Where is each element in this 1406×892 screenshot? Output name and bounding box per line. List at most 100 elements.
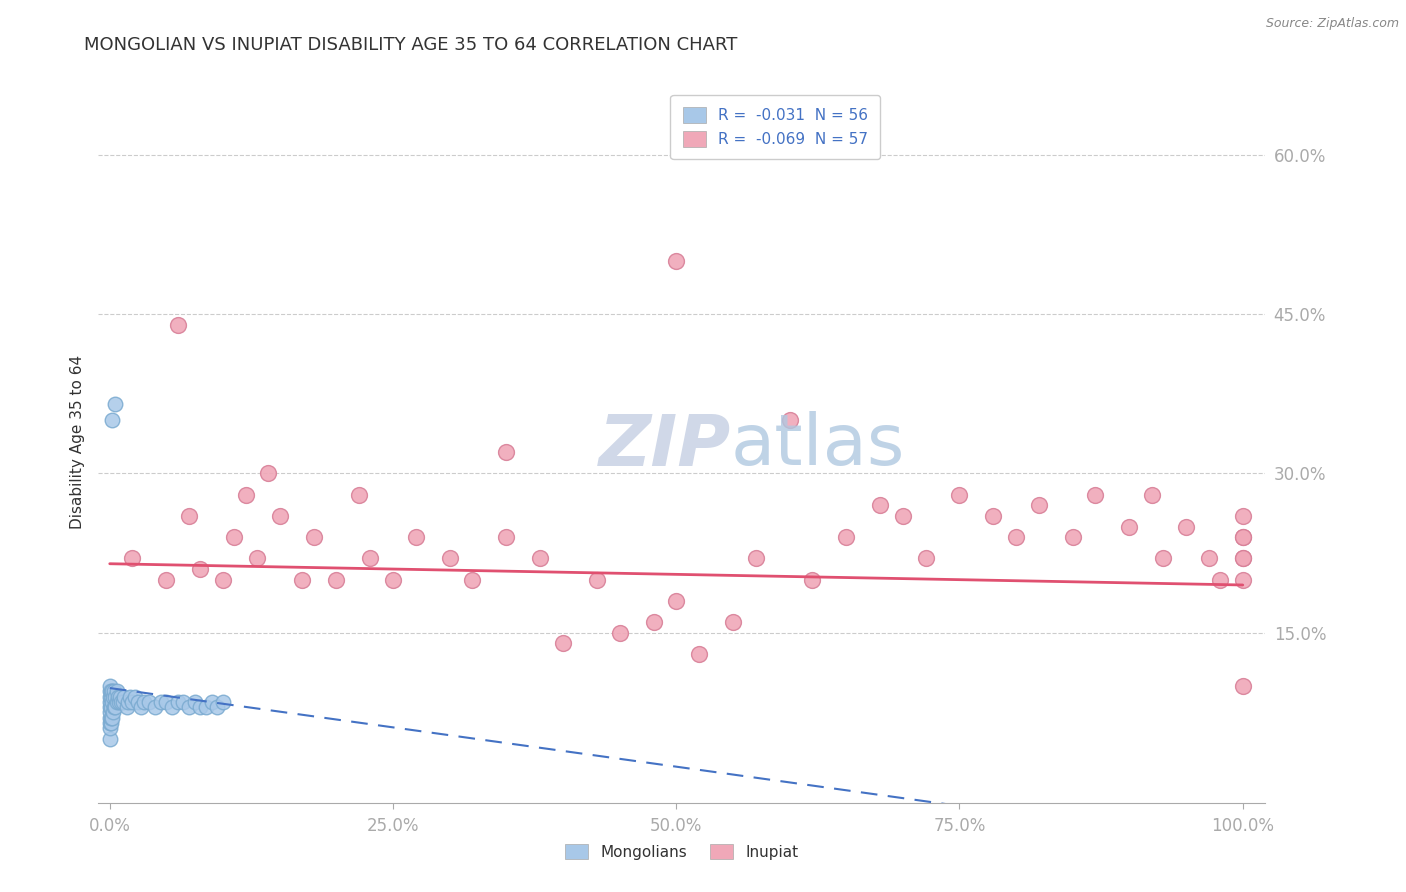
Point: [114, 690, 136, 704]
Point: [914, 551, 936, 566]
Point: [195, 700, 218, 714]
Point: [495, 445, 517, 459]
Point: [166, 318, 188, 332]
Point: [1232, 551, 1254, 566]
Point: [98, 732, 121, 747]
Point: [101, 706, 124, 720]
Point: [143, 700, 166, 714]
Point: [212, 573, 235, 587]
Point: [100, 690, 122, 704]
Point: [100, 711, 122, 725]
Point: [779, 413, 801, 427]
Point: [461, 573, 484, 587]
Text: ZIP: ZIP: [599, 411, 731, 481]
Point: [1232, 508, 1254, 523]
Point: [121, 695, 143, 709]
Y-axis label: Disability Age 35 to 64: Disability Age 35 to 64: [69, 354, 84, 529]
Point: [100, 684, 122, 698]
Point: [1118, 519, 1140, 533]
Point: [721, 615, 744, 630]
Point: [439, 551, 461, 566]
Point: [257, 467, 280, 481]
Point: [269, 508, 291, 523]
Point: [103, 700, 125, 714]
Point: [688, 647, 710, 661]
Point: [190, 562, 212, 576]
Point: [1232, 551, 1254, 566]
Point: [121, 551, 143, 566]
Point: [302, 530, 325, 544]
Point: [529, 551, 551, 566]
Point: [1209, 573, 1232, 587]
Point: [551, 636, 574, 650]
Point: [172, 695, 194, 709]
Point: [190, 700, 212, 714]
Point: [1005, 530, 1028, 544]
Point: [138, 695, 160, 709]
Point: [291, 573, 314, 587]
Point: [104, 690, 127, 704]
Point: [207, 700, 229, 714]
Point: [177, 508, 200, 523]
Point: [201, 695, 224, 709]
Point: [643, 615, 665, 630]
Point: [1232, 573, 1254, 587]
Point: [325, 573, 347, 587]
Point: [115, 700, 138, 714]
Point: [117, 695, 139, 709]
Point: [112, 695, 135, 709]
Point: [869, 498, 891, 512]
Point: [101, 684, 124, 698]
Point: [665, 254, 688, 268]
Point: [212, 695, 235, 709]
Text: Source: ZipAtlas.com: Source: ZipAtlas.com: [1265, 17, 1399, 29]
Point: [835, 530, 858, 544]
Point: [177, 700, 200, 714]
Point: [98, 679, 121, 693]
Point: [131, 700, 153, 714]
Point: [101, 690, 124, 704]
Point: [983, 508, 1005, 523]
Point: [1175, 519, 1198, 533]
Point: [1232, 530, 1254, 544]
Point: [1232, 530, 1254, 544]
Point: [155, 573, 177, 587]
Point: [100, 700, 122, 714]
Point: [166, 695, 188, 709]
Point: [132, 695, 155, 709]
Point: [1062, 530, 1084, 544]
Point: [127, 695, 149, 709]
Point: [609, 625, 631, 640]
Point: [224, 530, 246, 544]
Point: [1152, 551, 1174, 566]
Point: [105, 684, 128, 698]
Point: [801, 573, 824, 587]
Point: [98, 695, 121, 709]
Point: [359, 551, 381, 566]
Point: [98, 722, 121, 736]
Point: [948, 488, 970, 502]
Point: [103, 684, 125, 698]
Point: [382, 573, 405, 587]
Point: [108, 695, 131, 709]
Point: [104, 700, 127, 714]
Point: [149, 695, 172, 709]
Point: [586, 573, 609, 587]
Point: [744, 551, 766, 566]
Point: [98, 700, 121, 714]
Point: [405, 530, 427, 544]
Point: [495, 530, 517, 544]
Point: [1198, 551, 1220, 566]
Point: [98, 716, 121, 731]
Point: [1232, 679, 1254, 693]
Point: [98, 690, 121, 704]
Point: [1028, 498, 1050, 512]
Text: atlas: atlas: [731, 411, 905, 481]
Point: [101, 695, 124, 709]
Point: [104, 397, 127, 411]
Point: [124, 690, 146, 704]
Point: [1084, 488, 1107, 502]
Point: [98, 706, 121, 720]
Point: [120, 690, 142, 704]
Point: [108, 690, 131, 704]
